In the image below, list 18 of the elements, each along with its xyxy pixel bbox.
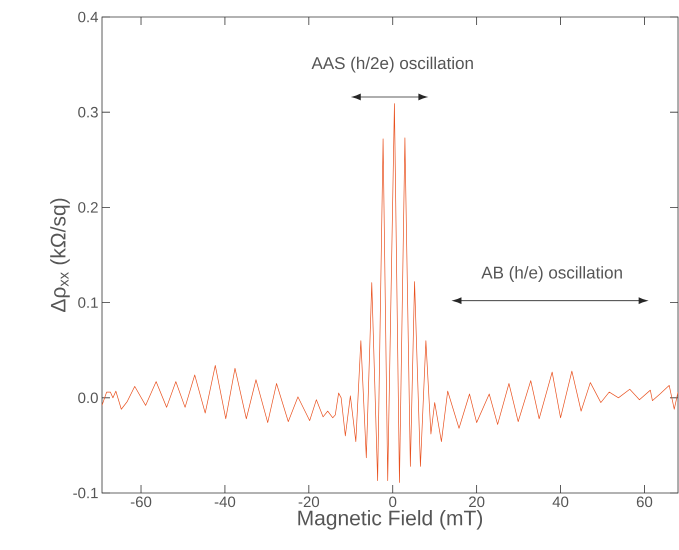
y-tick-label: 0.0 (78, 392, 98, 404)
x-axis-title: Magnetic Field (mT) (298, 510, 482, 530)
x-tick-label: -40 (214, 496, 236, 508)
x-tick-label: -20 (298, 496, 320, 508)
y-tick-label: 0.2 (78, 202, 98, 213)
y-tick-label: -0.1 (73, 488, 98, 498)
annotation: AB (h/e) oscillation (481, 266, 622, 282)
y-tick-label: 0.3 (78, 106, 98, 118)
y-tick-label: 0.1 (78, 297, 98, 308)
y-tick-label: 0.4 (78, 12, 98, 22)
x-tick-label: -60 (130, 496, 152, 508)
x-tick-label: 40 (552, 496, 568, 508)
y-axis-title: Δρ$_{xx}$ (kΩ/sq) (50, 198, 70, 312)
x-tick-label: 60 (636, 496, 652, 508)
annotation: AAS (h/2e) oscillation (312, 56, 473, 73)
x-tick-label: 0 (389, 496, 396, 508)
line-series (102, 103, 678, 483)
x-tick-label: 20 (469, 496, 484, 508)
